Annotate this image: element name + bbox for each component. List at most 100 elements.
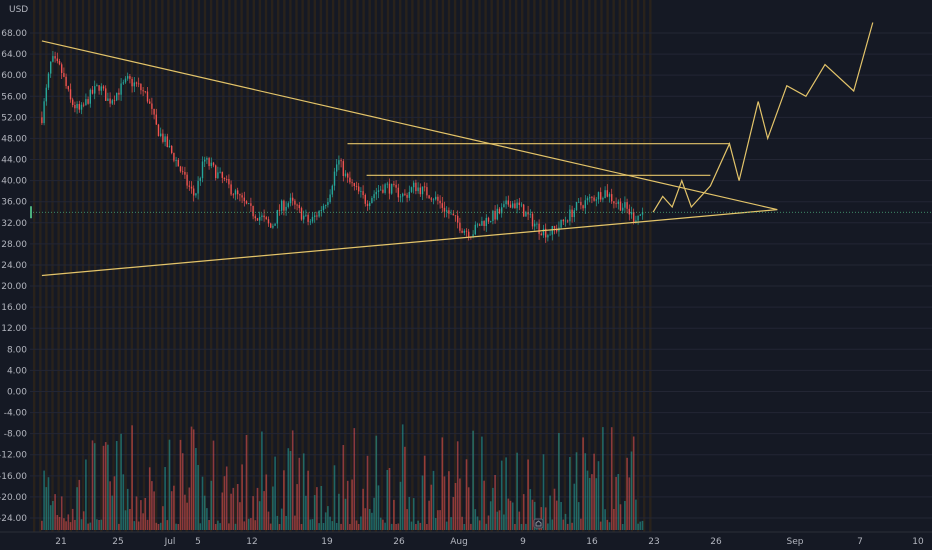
volume-bar [131,425,133,530]
volume-bar [245,435,248,530]
candle-body [463,230,465,233]
candle-body [382,189,384,193]
session-shade-band [185,0,188,532]
volume-bar [584,453,587,530]
candle-body [562,219,564,222]
candle-body [637,215,639,221]
volume-bar [408,497,411,530]
volume-bar [65,521,67,530]
session-shade-band [551,0,554,532]
volume-bar [527,459,529,530]
candle-body [501,207,503,214]
candle-body [223,178,226,179]
session-shade-band [100,0,103,532]
projection-path[interactable] [652,22,874,213]
session-shade-band [338,0,341,532]
candle-body [465,230,468,232]
volume-bar [478,520,481,530]
volume-bar [302,453,305,530]
candle-body [263,215,265,218]
candle-body [56,58,58,62]
x-tick-label: 21 [55,537,66,547]
candle-body [116,92,118,101]
candle-body [234,190,237,195]
candle-body [241,195,243,198]
chart-settings-icon[interactable] [533,518,544,529]
volume-bar [368,509,371,530]
session-shade-band [81,0,85,532]
candle-body [402,193,404,197]
volume-bar [533,501,536,530]
candle-body [254,216,256,219]
volume-bar [267,511,270,530]
candle-body [107,98,109,101]
candle-body [336,164,338,172]
volume-bar [192,429,195,530]
candle-body [261,215,263,217]
session-shade-band [399,0,402,532]
volume-bar [630,451,633,530]
volume-bar [67,514,70,530]
candle-body [375,191,377,195]
y-tick-label: 48.00 [1,134,27,144]
volume-bar [80,519,83,530]
volume-bar [379,517,382,530]
volume-bar [632,436,635,530]
candle-body [358,186,360,192]
volume-bar [166,520,169,530]
volume-bar [54,494,56,530]
candle-body [509,204,512,208]
candle-body [547,235,549,238]
volume-bar [599,521,602,530]
volume-bar [203,495,206,530]
candle-body [399,196,402,198]
drawing-layer[interactable] [41,22,874,277]
volume-bar [252,496,254,530]
candle-body [63,73,65,77]
session-shade-band [521,0,524,532]
candle-body [122,82,124,84]
volume-bar [362,488,364,530]
session-shade-band [484,0,487,532]
candle-body [142,90,144,92]
candle-body [85,99,87,106]
session-shade-band [527,0,530,532]
volume-bar [113,476,116,530]
candle-body [243,197,245,202]
candle-body [311,216,314,222]
session-shade-band [514,0,518,532]
volume-bar [430,484,433,530]
volume-bar [122,474,125,530]
session-shade-band [136,0,140,532]
session-shade-band [429,0,432,532]
lower-trendline[interactable] [41,209,778,277]
volume-bar [313,495,316,530]
candle-body [613,201,615,204]
candle-body [274,223,276,226]
volume-bar [641,520,644,530]
session-shade-band [630,0,634,532]
volume-bar [439,510,441,530]
candle-body [406,194,408,198]
volume-bar [624,501,626,530]
volume-bar [305,495,307,530]
y-tick-label: 28.00 [1,240,27,250]
candle-body [626,202,628,209]
volume-bar [168,439,171,530]
candle-body [408,191,410,198]
volume-bar [300,524,303,530]
session-shade-band [649,0,652,532]
session-shade-band [575,0,579,532]
volume-bar [60,496,63,530]
volume-bar [100,519,103,530]
volume-bar [188,487,191,530]
candle-body [347,173,349,178]
volume-bar [324,512,327,530]
candle-body [391,183,393,194]
candle-body [507,200,509,205]
candle-body [173,153,175,161]
volume-bar [307,470,309,530]
session-shade-band [112,0,115,532]
upper-trendline[interactable] [41,40,778,211]
